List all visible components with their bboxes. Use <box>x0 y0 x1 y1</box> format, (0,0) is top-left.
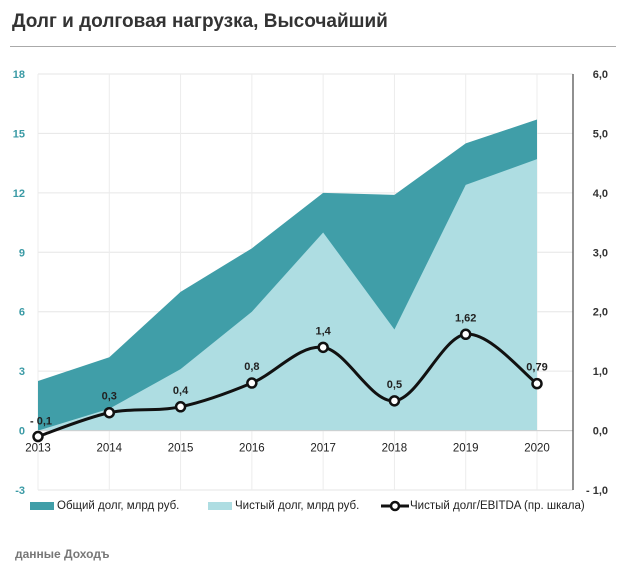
area-net-debt <box>38 159 537 431</box>
data-label: 0,79 <box>526 362 547 374</box>
y-tick-label: 18 <box>13 69 25 81</box>
y2-tick-label: 3,0 <box>593 247 608 259</box>
y-tick-label: 15 <box>13 128 25 140</box>
data-label: 0,8 <box>244 361 259 373</box>
y-tick-label: 12 <box>13 188 25 200</box>
legend-line-marker-icon <box>381 500 409 512</box>
x-tick-label: 2014 <box>96 443 122 455</box>
data-label: 1,4 <box>315 325 331 337</box>
legend-swatch-net <box>208 502 232 510</box>
line-marker <box>388 395 401 407</box>
line-marker <box>459 328 472 341</box>
legend-item-ratio: Чистый долг/EBITDA (пр. шкала) <box>380 500 585 512</box>
line-marker <box>531 377 543 390</box>
y2-tick-label: 4,0 <box>593 188 608 200</box>
line-marker <box>103 406 116 419</box>
y-tick-label: 0 <box>19 426 25 438</box>
legend-label-net: Чистый долг, млрд руб. <box>235 500 360 512</box>
y2-tick-label: 2,0 <box>593 307 608 319</box>
line-marker <box>174 401 187 413</box>
data-label: 0,4 <box>173 385 189 397</box>
y2-tick-label: 0,0 <box>593 426 608 438</box>
y2-tick-label: - 1,0 <box>586 485 608 497</box>
legend-label-total: Общий долг, млрд руб. <box>57 500 180 512</box>
line-marker <box>317 341 329 354</box>
data-label: 1,62 <box>455 312 476 324</box>
legend-label-ratio: Чистый долг/EBITDA (пр. шкала) <box>410 500 585 512</box>
x-tick-label: 2020 <box>524 443 550 455</box>
y-tick-label: 3 <box>19 366 25 378</box>
line-marker <box>32 430 44 443</box>
x-tick-label: 2013 <box>25 443 51 455</box>
y-tick-label: 6 <box>19 307 25 319</box>
legend-swatch-total <box>30 502 54 510</box>
y-tick-label: -3 <box>15 485 25 497</box>
y2-tick-label: 5,0 <box>593 128 608 140</box>
x-tick-label: 2018 <box>382 443 408 455</box>
data-label: 0,5 <box>387 379 402 391</box>
chart-plot: -3 0 3 6 9 12 15 18 - 1,0 0,0 1,0 2,0 3,0 4,0 5,0 6,0 20… <box>13 69 608 497</box>
data-label: 0,3 <box>102 391 117 403</box>
title-divider <box>10 46 616 47</box>
chart-title: Долг и долговая нагрузка, Высочайший <box>12 11 388 32</box>
x-tick-label: 2017 <box>310 443 336 455</box>
legend-item-net-debt: Чистый долг, млрд руб. <box>208 500 359 512</box>
x-tick-label: 2019 <box>453 443 479 455</box>
y2-tick-label: 6,0 <box>593 69 608 81</box>
y-tick-label: 9 <box>19 247 25 259</box>
source-note: данные Доходъ <box>15 547 110 561</box>
legend-item-total-debt: Общий долг, млрд руб. <box>30 500 179 512</box>
x-tick-label: 2015 <box>168 443 194 455</box>
y2-tick-label: 1,0 <box>593 366 608 378</box>
line-marker <box>246 377 258 389</box>
x-tick-label: 2016 <box>239 443 265 455</box>
data-label: - 0,1 <box>30 416 52 428</box>
